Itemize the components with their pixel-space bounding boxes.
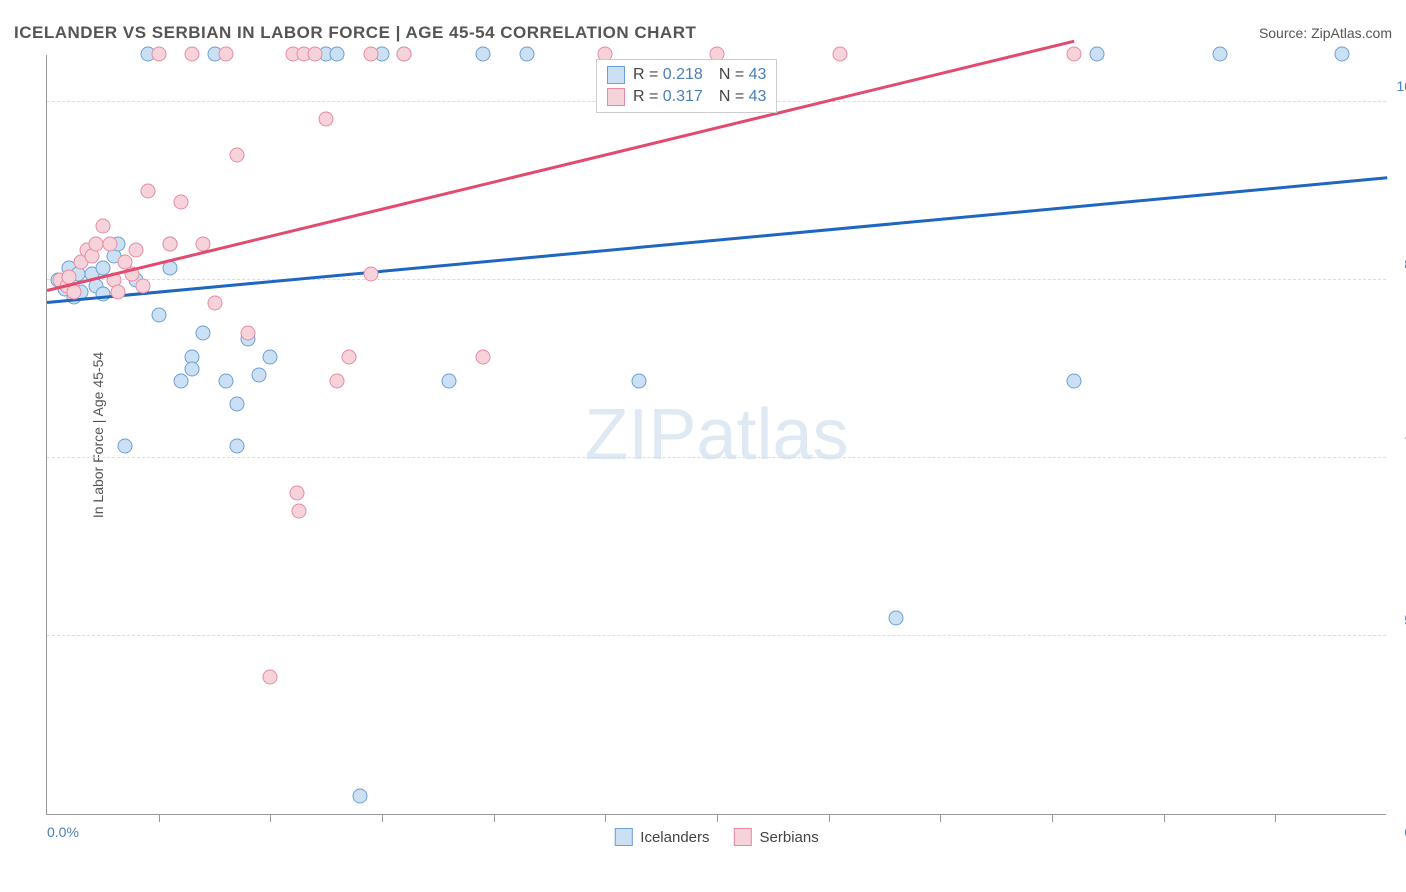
x-tick xyxy=(382,814,383,822)
data-point xyxy=(263,349,278,364)
x-tick xyxy=(494,814,495,822)
data-point xyxy=(229,438,244,453)
data-point xyxy=(207,296,222,311)
data-point xyxy=(102,237,117,252)
y-axis-label: In Labor Force | Age 45-54 xyxy=(90,351,106,517)
scatter-chart: In Labor Force | Age 45-54 ZIPatlas 55.0… xyxy=(46,55,1386,815)
data-point xyxy=(290,486,305,501)
data-point xyxy=(241,326,256,341)
data-point xyxy=(136,278,151,293)
data-point xyxy=(196,326,211,341)
legend-r-label: R = 0.317 xyxy=(633,88,703,106)
legend-swatch xyxy=(607,88,625,106)
data-point xyxy=(218,373,233,388)
legend-n-label: N = 43 xyxy=(719,66,767,84)
legend-stats: R = 0.218 N = 43 R = 0.317 N = 43 xyxy=(596,59,777,113)
x-tick xyxy=(1052,814,1053,822)
legend-r-label: R = 0.218 xyxy=(633,66,703,84)
data-point xyxy=(352,789,367,804)
legend-label: Icelanders xyxy=(640,829,709,846)
x-tick xyxy=(717,814,718,822)
gridline-h xyxy=(47,457,1386,458)
legend-item: Icelanders xyxy=(614,828,709,846)
legend-item: Serbians xyxy=(734,828,819,846)
data-point xyxy=(1212,47,1227,62)
data-point xyxy=(319,112,334,127)
data-point xyxy=(129,242,144,257)
data-point xyxy=(95,219,110,234)
x-tick xyxy=(1164,814,1165,822)
chart-header: ICELANDER VS SERBIAN IN LABOR FORCE | AG… xyxy=(14,18,1392,48)
data-point xyxy=(330,373,345,388)
x-tick-label: 0.0% xyxy=(47,824,79,840)
data-point xyxy=(218,47,233,62)
legend-row: R = 0.218 N = 43 xyxy=(607,64,766,86)
source-label: Source: ZipAtlas.com xyxy=(1259,25,1392,41)
data-point xyxy=(475,47,490,62)
data-point xyxy=(111,284,126,299)
data-point xyxy=(832,47,847,62)
data-point xyxy=(363,266,378,281)
data-point xyxy=(151,308,166,323)
data-point xyxy=(397,47,412,62)
data-point xyxy=(174,373,189,388)
data-point xyxy=(330,47,345,62)
data-point xyxy=(140,183,155,198)
x-tick xyxy=(605,814,606,822)
legend-swatch xyxy=(607,66,625,84)
x-tick xyxy=(940,814,941,822)
legend-swatch xyxy=(734,828,752,846)
data-point xyxy=(308,47,323,62)
data-point xyxy=(1067,373,1082,388)
legend-swatch xyxy=(614,828,632,846)
data-point xyxy=(1335,47,1350,62)
legend-row: R = 0.317 N = 43 xyxy=(607,86,766,108)
y-tick-label: 100.0% xyxy=(1397,78,1406,94)
data-point xyxy=(363,47,378,62)
data-point xyxy=(341,349,356,364)
data-point xyxy=(252,367,267,382)
data-point xyxy=(475,349,490,364)
legend-label: Serbians xyxy=(760,829,819,846)
data-point xyxy=(1067,47,1082,62)
data-point xyxy=(185,47,200,62)
legend-n-label: N = 43 xyxy=(719,88,767,106)
data-point xyxy=(520,47,535,62)
x-tick xyxy=(270,814,271,822)
data-point xyxy=(442,373,457,388)
data-point xyxy=(151,47,166,62)
x-tick xyxy=(829,814,830,822)
gridline-h xyxy=(47,635,1386,636)
data-point xyxy=(1089,47,1104,62)
chart-title: ICELANDER VS SERBIAN IN LABOR FORCE | AG… xyxy=(14,23,696,43)
data-point xyxy=(118,438,133,453)
data-point xyxy=(631,373,646,388)
x-tick xyxy=(1275,814,1276,822)
x-tick xyxy=(159,814,160,822)
watermark: ZIPatlas xyxy=(584,394,848,476)
gridline-h xyxy=(47,279,1386,280)
data-point xyxy=(95,286,110,301)
data-point xyxy=(162,237,177,252)
data-point xyxy=(229,147,244,162)
legend-series: Icelanders Serbians xyxy=(614,828,818,846)
data-point xyxy=(888,611,903,626)
data-point xyxy=(229,397,244,412)
data-point xyxy=(174,195,189,210)
data-point xyxy=(292,504,307,519)
data-point xyxy=(185,361,200,376)
data-point xyxy=(263,670,278,685)
